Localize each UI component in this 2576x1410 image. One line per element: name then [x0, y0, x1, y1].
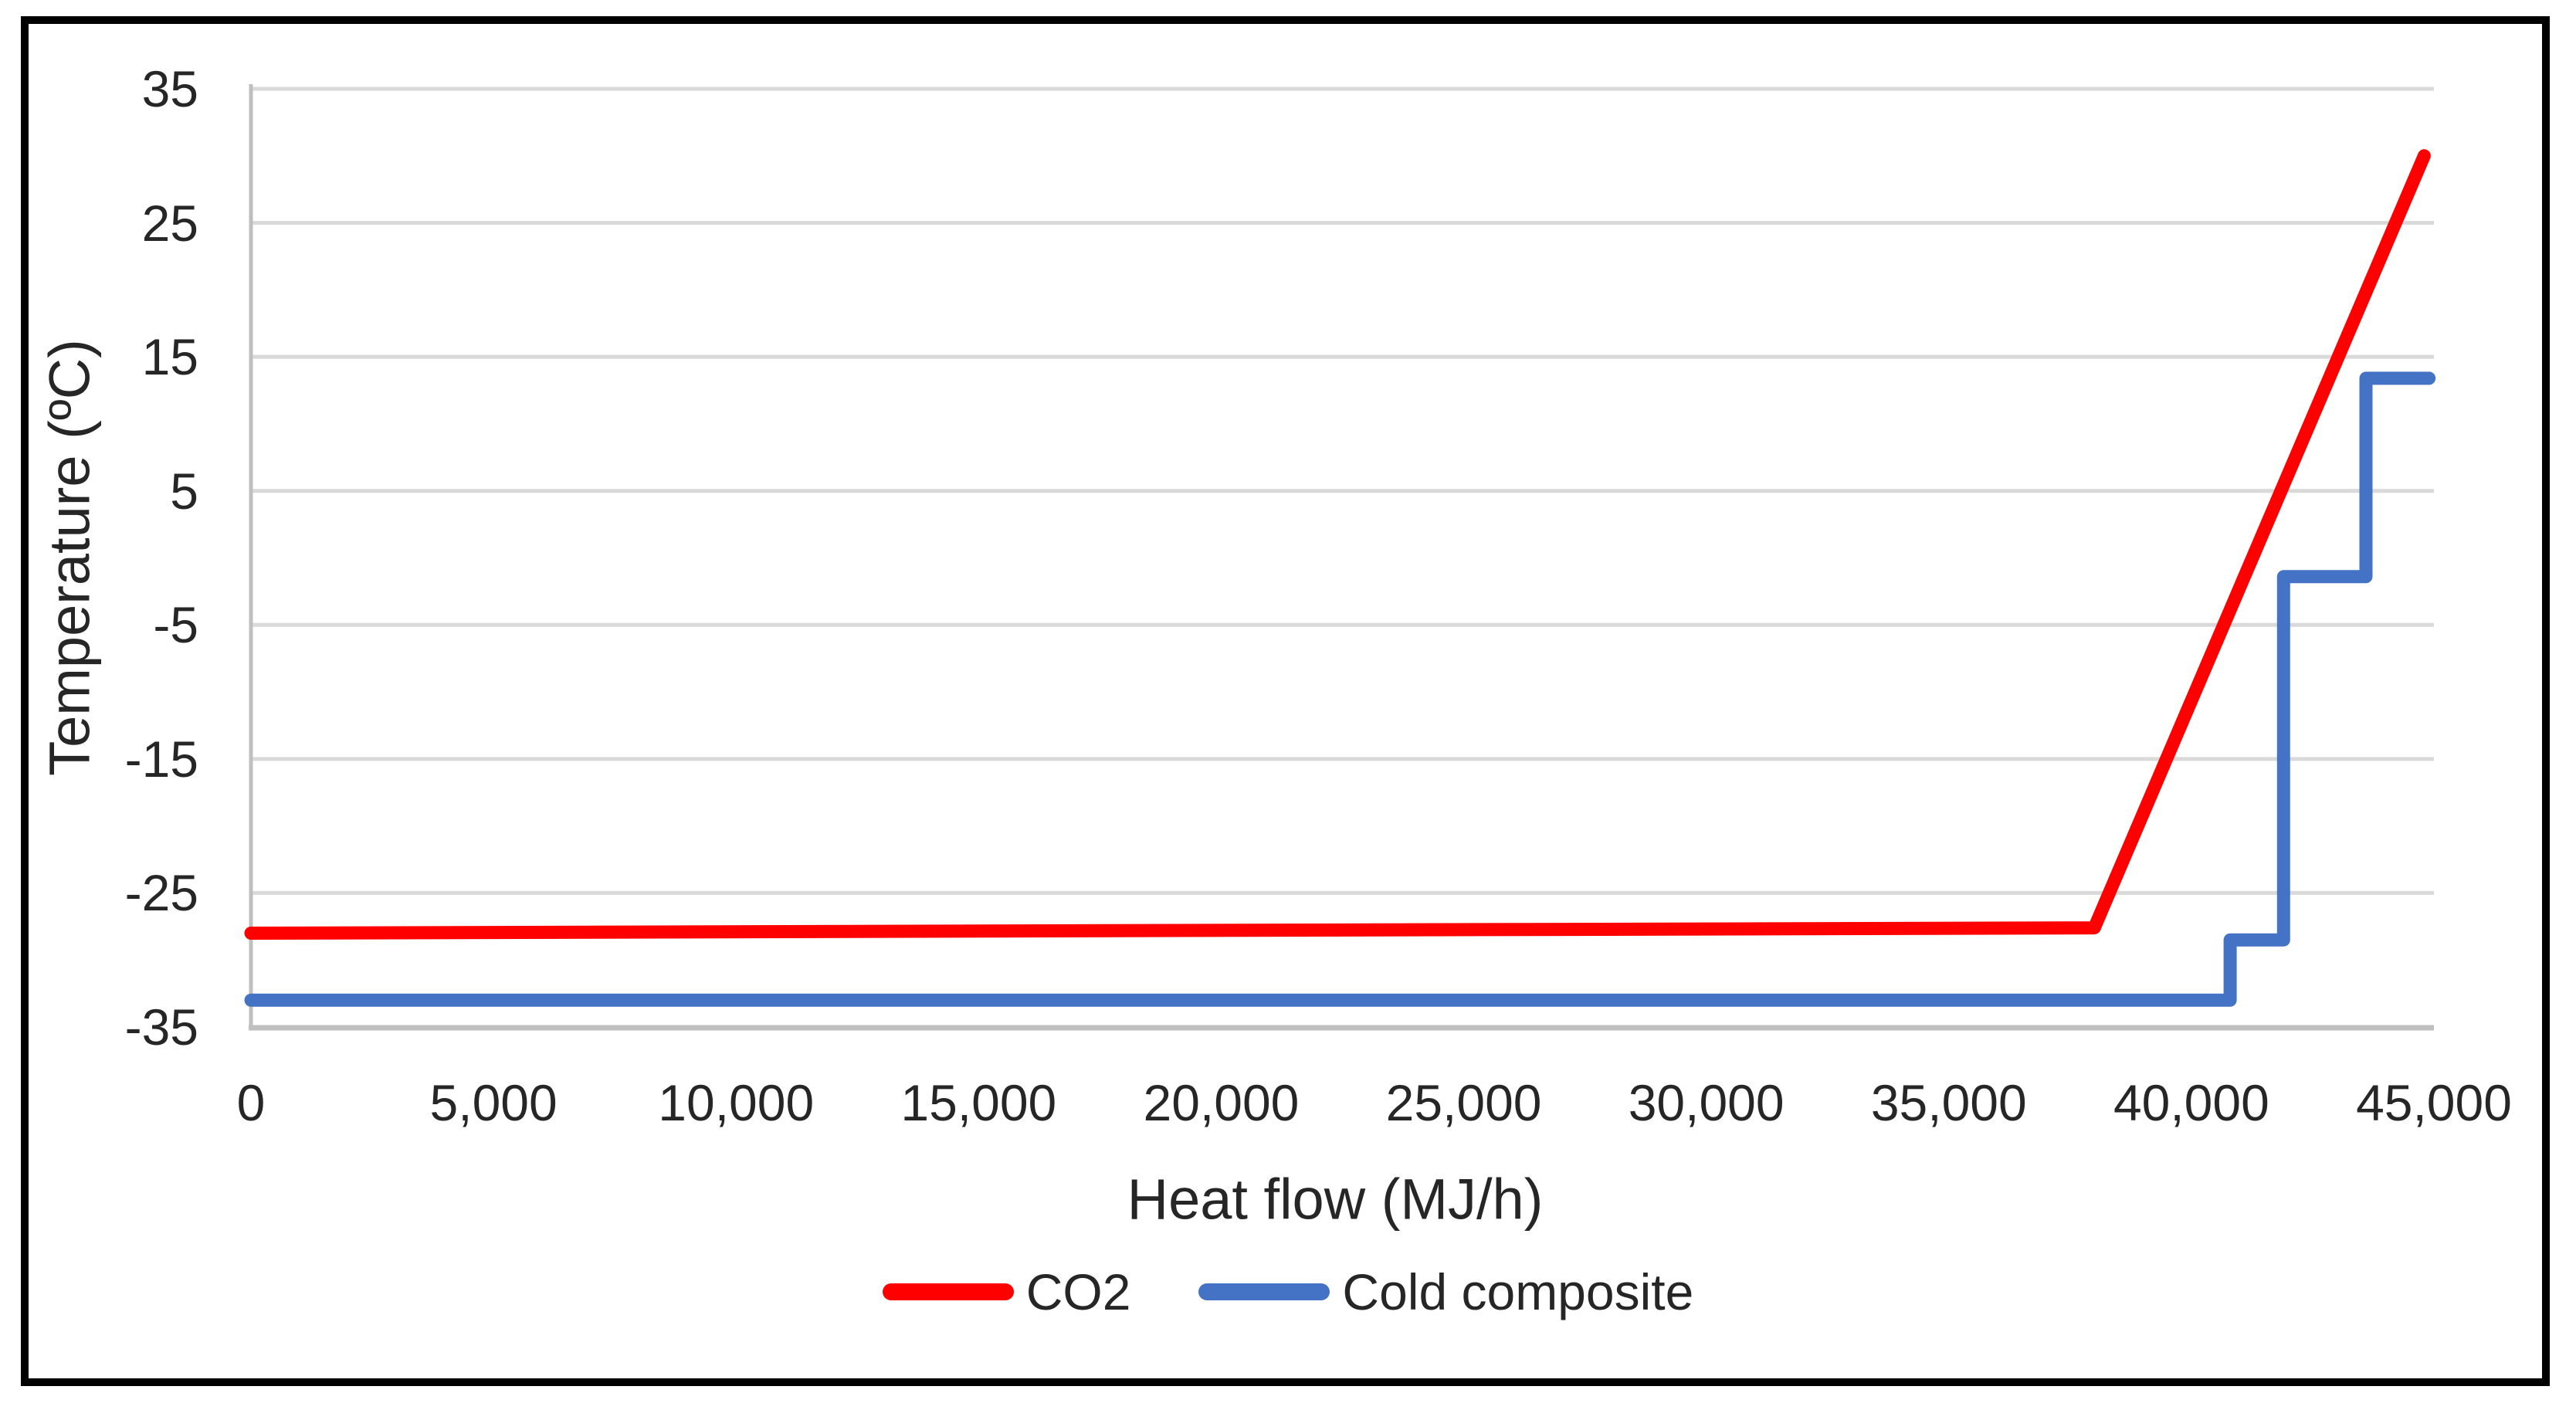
x-tick-label: 15,000 — [900, 1074, 1057, 1131]
legend-label-cold-composite: Cold composite — [1342, 1263, 1694, 1320]
co2-line-swatch — [882, 1283, 1014, 1300]
y-tick-label: -15 — [124, 730, 198, 788]
x-tick-label: 40,000 — [2113, 1074, 2269, 1131]
x-tick-label: 10,000 — [658, 1074, 815, 1131]
x-tick-label: 30,000 — [1628, 1074, 1785, 1131]
legend: CO2 Cold composite — [0, 1266, 2576, 1317]
y-tick-label: -25 — [124, 864, 198, 922]
legend-item-co2: CO2 — [882, 1263, 1131, 1320]
y-tick-label: 15 — [141, 328, 198, 386]
y-tick-label: 5 — [170, 462, 198, 520]
x-tick-label: 25,000 — [1385, 1074, 1542, 1131]
x-tick-label: 45,000 — [2356, 1074, 2512, 1131]
legend-item-cold-composite: Cold composite — [1198, 1266, 1693, 1317]
legend-label-co2: CO2 — [1025, 1263, 1131, 1320]
y-tick-label: -5 — [153, 596, 198, 654]
co2-line — [244, 149, 2431, 940]
y-axis-title: Temperature (ºC) — [37, 339, 102, 776]
y-tick-label: -35 — [124, 998, 198, 1056]
y-tick-label: 35 — [141, 60, 198, 117]
x-axis-title: Heat flow (MJ/h) — [1127, 1167, 1544, 1232]
x-tick-label: 20,000 — [1143, 1074, 1300, 1131]
figure-border — [21, 16, 2550, 1386]
x-tick-label: 35,000 — [1870, 1074, 2027, 1131]
cold-composite-line — [244, 371, 2436, 1007]
x-tick-label: 0 — [236, 1074, 266, 1131]
y-tick-label: 25 — [141, 194, 198, 252]
x-tick-label: 5,000 — [429, 1074, 558, 1131]
cold-composite-line-swatch — [1198, 1283, 1330, 1300]
